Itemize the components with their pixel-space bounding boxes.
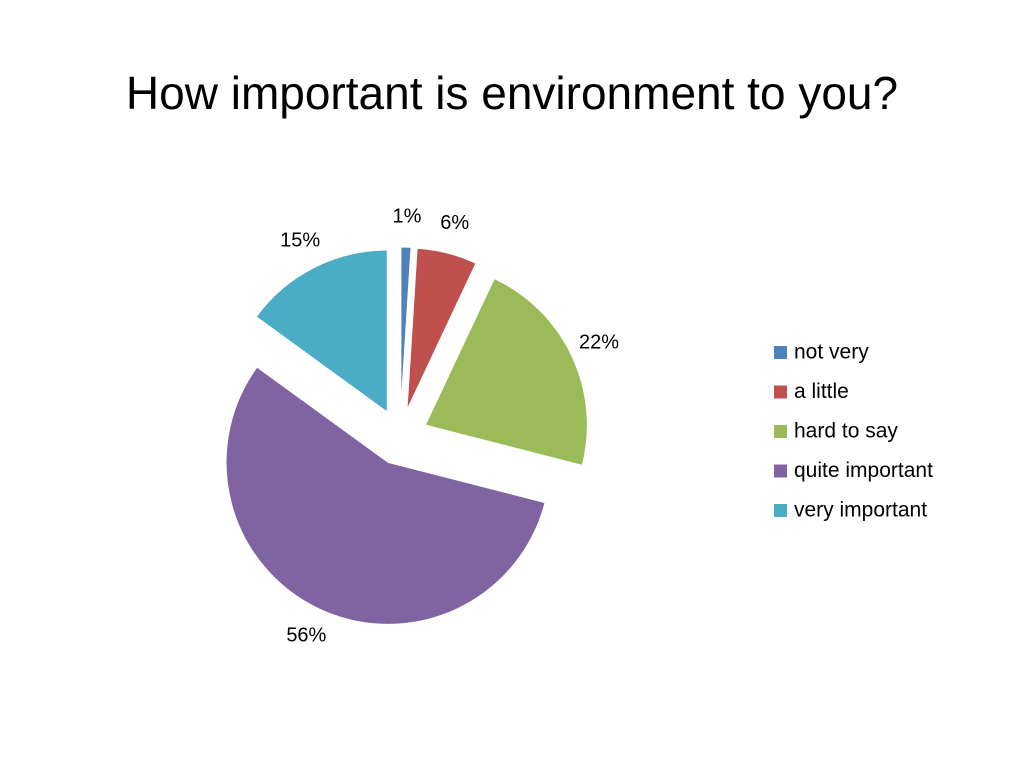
data-label: 1% bbox=[392, 205, 421, 227]
data-label: 22% bbox=[579, 332, 619, 354]
pie-slice bbox=[424, 277, 588, 466]
legend-label: a little bbox=[794, 380, 849, 403]
legend-label: quite important bbox=[794, 459, 933, 482]
legend-swatch bbox=[774, 504, 787, 517]
pie-slice bbox=[255, 249, 388, 414]
legend-label: hard to say bbox=[794, 420, 898, 443]
pie-slice bbox=[400, 246, 412, 410]
legend-label: not very bbox=[794, 341, 869, 364]
legend-swatch bbox=[774, 385, 787, 399]
legend-swatch bbox=[774, 464, 787, 478]
chart-title: How important is environment to you? bbox=[126, 67, 898, 119]
data-label: 6% bbox=[440, 212, 469, 234]
data-label: 15% bbox=[280, 229, 320, 251]
legend-label: very important bbox=[794, 499, 927, 522]
legend-swatch bbox=[774, 425, 787, 438]
pie-slice bbox=[225, 366, 546, 625]
data-label: 56% bbox=[286, 624, 326, 646]
pie-slice bbox=[406, 247, 477, 411]
legend-swatch bbox=[774, 346, 787, 359]
